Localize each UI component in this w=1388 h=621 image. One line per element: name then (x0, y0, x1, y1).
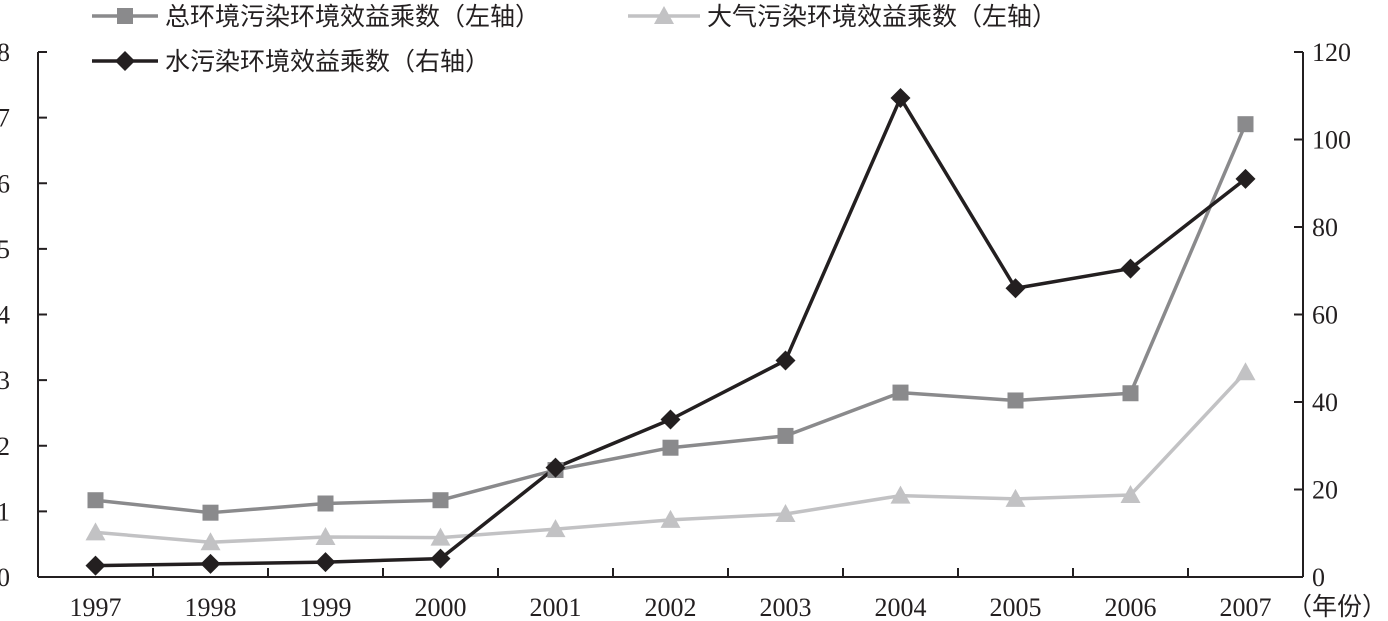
legend-item-air-pollution: 大气污染环境效益乘数（左轴） (628, 2, 1057, 31)
legend-label: 大气污染环境效益乘数（左轴） (707, 2, 1057, 31)
series-markers (85, 87, 1256, 576)
series-lines (95, 96, 1248, 568)
x-tick-label: 2002 (645, 593, 697, 621)
water-pollution-data-point (890, 87, 911, 108)
air-pollution-data-point (85, 522, 106, 541)
right-y-tick-label: 40 (1312, 388, 1338, 417)
water-pollution-data-point (545, 457, 566, 478)
air-pollution-data-point (775, 504, 796, 522)
x-tick-label: 1999 (300, 593, 352, 621)
air-pollution-data-point (200, 532, 221, 551)
legend-label: 水污染环境效益乘数（右轴） (165, 47, 490, 76)
x-tick-label: 2005 (990, 593, 1042, 621)
air-pollution-data-point (1235, 362, 1256, 381)
left-y-tick-label: 1 (0, 497, 10, 526)
x-tick-label: 2006 (1105, 593, 1157, 621)
left-y-tick-label: 7 (0, 104, 10, 133)
total-pollution-data-point (432, 492, 449, 509)
x-axis-unit-label: （年份） (1287, 592, 1387, 621)
x-tick-label: 2001 (530, 593, 582, 621)
total-pollution-data-point (202, 504, 219, 521)
x-tick-label: 1998 (185, 593, 237, 621)
air-pollution-data-point (545, 519, 566, 538)
right-y-tick-label: 60 (1312, 301, 1338, 330)
x-tick-label: 2007 (1220, 593, 1272, 621)
water-pollution-data-point (775, 350, 796, 371)
water-pollution-data-point (200, 553, 221, 574)
total-pollution-data-point (892, 384, 909, 401)
water-pollution-data-point (1235, 168, 1256, 189)
water-pollution-data-point (1005, 278, 1026, 299)
left-y-tick-label: 4 (0, 301, 10, 330)
legend-item-total-pollution: 总环境污染环境效益乘数（左轴） (92, 2, 540, 31)
right-y-tick-label: 20 (1312, 476, 1338, 505)
air-pollution-data-point (430, 527, 451, 546)
left-y-tick-label: 5 (0, 235, 10, 264)
total-pollution-data-point (777, 427, 794, 444)
right-y-tick-label: 120 (1312, 38, 1351, 67)
right-y-tick-label: 0 (1312, 563, 1325, 592)
total-pollution-data-point (662, 439, 679, 456)
legend: 总环境污染环境效益乘数（左轴） 大气污染环境效益乘数（左轴） 水污染环境效益乘数（右… (92, 2, 1057, 76)
water-pollution-data-point (85, 555, 106, 576)
legend-item-water-pollution: 水污染环境效益乘数（右轴） (92, 47, 490, 76)
left-y-tick-label: 6 (0, 169, 10, 198)
x-tick-label: 2004 (875, 593, 927, 621)
total-pollution-data-point (87, 492, 104, 509)
total-pollution-data-point (317, 495, 334, 512)
left-y-tick-label: 3 (0, 366, 10, 395)
water-pollution-data-point (315, 552, 336, 573)
x-tick-label: 2000 (415, 593, 467, 621)
water-pollution-data-point (1120, 258, 1141, 279)
left-y-tick-label: 2 (0, 432, 10, 461)
left-y-tick-label: 0 (0, 563, 10, 592)
air-pollution-data-point (890, 485, 911, 504)
x-tick-label: 2003 (760, 593, 812, 621)
left-y-tick-label: 8 (0, 38, 10, 67)
air-pollution-data-point (1005, 488, 1026, 507)
legend-marker (115, 51, 135, 71)
air-pollution-data-point (315, 526, 336, 545)
water-pollution-data-point (430, 548, 451, 569)
right-y-tick-label: 80 (1312, 213, 1338, 242)
x-tick-label: 1997 (70, 593, 122, 621)
total-pollution-data-point (1122, 385, 1139, 402)
total-pollution-data-point (1237, 116, 1254, 133)
air-pollution-data-point (660, 509, 681, 528)
right-y-tick-label: 100 (1312, 126, 1351, 155)
legend-marker (654, 6, 674, 24)
total-pollution-data-point (1007, 392, 1024, 409)
legend-marker (117, 8, 133, 24)
legend-label: 总环境污染环境效益乘数（左轴） (165, 2, 540, 31)
water-pollution-data-point (660, 409, 681, 430)
air-pollution-data-point (1120, 484, 1141, 503)
